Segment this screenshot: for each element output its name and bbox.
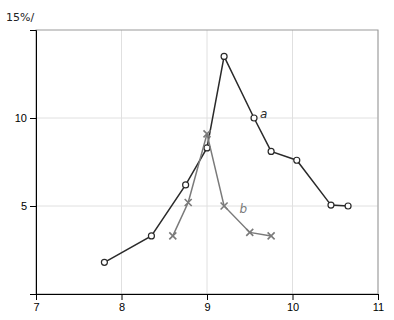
tick-mark [378,294,379,300]
tick-label: 10 [15,112,27,124]
tick: 10 [15,112,36,124]
point [221,53,227,59]
point [268,232,275,239]
x-axis: 7 8 9 10 11 [33,294,384,313]
tick: 5 [21,200,36,212]
tick: 7 [33,294,39,313]
point [294,157,300,163]
point [169,232,176,239]
data [101,53,351,265]
point [148,233,154,239]
grid-line [36,118,378,119]
tick: 10 [287,294,299,313]
y-axis: 5 10 [15,31,37,295]
tick-label: 8 [119,301,125,313]
series-line [173,134,271,236]
point [246,229,253,236]
markers [169,130,274,239]
point [268,148,274,154]
tick-mark [207,294,208,300]
grid-line [292,30,293,294]
tick-label: 10 [287,301,299,313]
tick-label: 11 [373,301,384,313]
chart: 7 8 9 10 11 5 10 a b 15%/ [0,0,394,320]
tick-label: 9 [204,301,210,313]
grid-line [36,206,378,207]
point [221,203,228,210]
plot: 7 8 9 10 11 5 10 a b [15,30,384,313]
plot-frame [36,30,378,294]
axis-line [30,31,37,295]
tick-mark [122,294,123,300]
tick-label: 5 [21,200,27,212]
point [345,203,351,209]
point [204,130,211,137]
point [183,182,189,188]
point [328,202,334,208]
annotation: a [260,107,267,121]
grid [36,30,378,294]
tick: 11 [373,294,384,313]
markers [101,53,351,265]
tick-mark [30,118,36,119]
y-axis-label: 15%/ [6,11,34,24]
annotation: b [239,202,247,216]
tick: 9 [204,294,210,313]
grid-line [207,30,208,294]
tick-label: 7 [33,301,39,313]
tick: 8 [119,294,125,313]
tick-mark [30,206,36,207]
tick-mark [293,294,294,300]
grid-line [121,30,122,294]
point [101,259,107,265]
point [251,115,257,121]
axis-line [37,295,379,301]
point [185,199,192,206]
series-line [104,56,348,262]
